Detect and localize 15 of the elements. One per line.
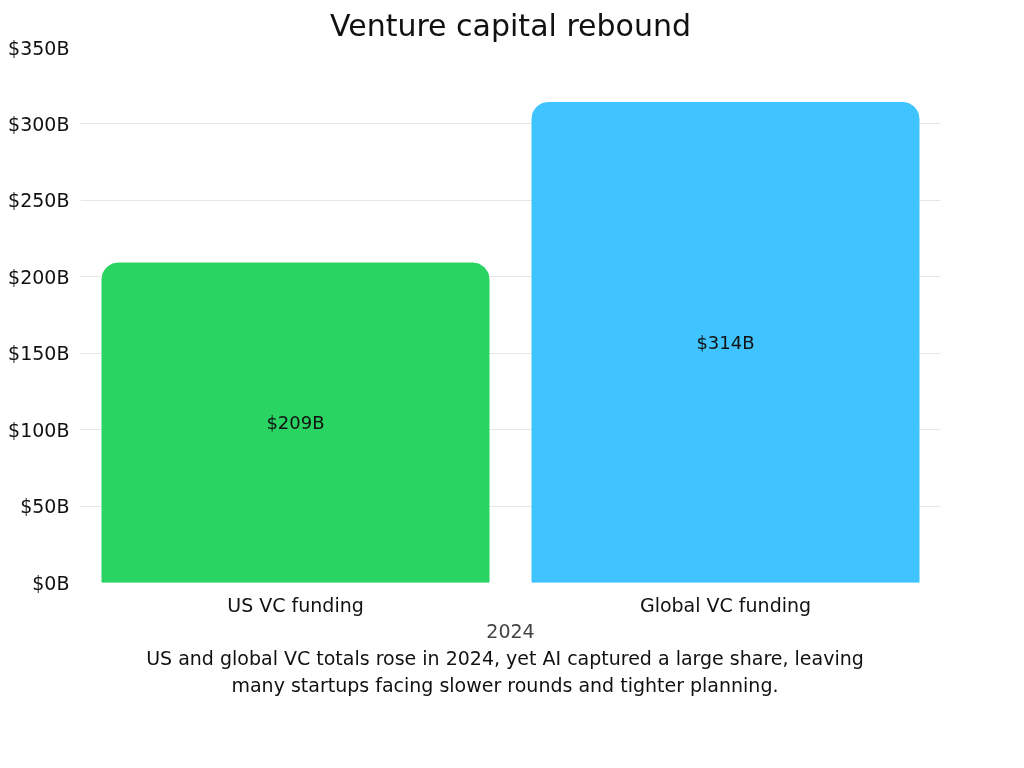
chart-title: Venture capital rebound (330, 7, 691, 43)
y-tick-label: $300B (8, 112, 70, 135)
y-tick-label: $0B (32, 571, 70, 594)
y-tick-label: $350B (8, 36, 70, 59)
y-tick-label: $50B (20, 495, 70, 518)
y-tick-label: $150B (8, 342, 70, 365)
x-tick-label: US VC funding (227, 593, 364, 616)
x-tick-label: Global VC funding (639, 593, 812, 616)
y-tick-label: $100B (8, 418, 70, 441)
data-label: $314B (696, 332, 755, 354)
y-tick-label: $200B (8, 265, 70, 288)
text: US and global VC totals rose in 2024, yet AI captured a large share, leaving many startups facing slower rounds and tighter planning. (145, 646, 865, 699)
data-label: $209B (266, 412, 325, 434)
y-tick-label: $250B (8, 189, 70, 212)
x-axis-title: 2024 (486, 619, 535, 642)
